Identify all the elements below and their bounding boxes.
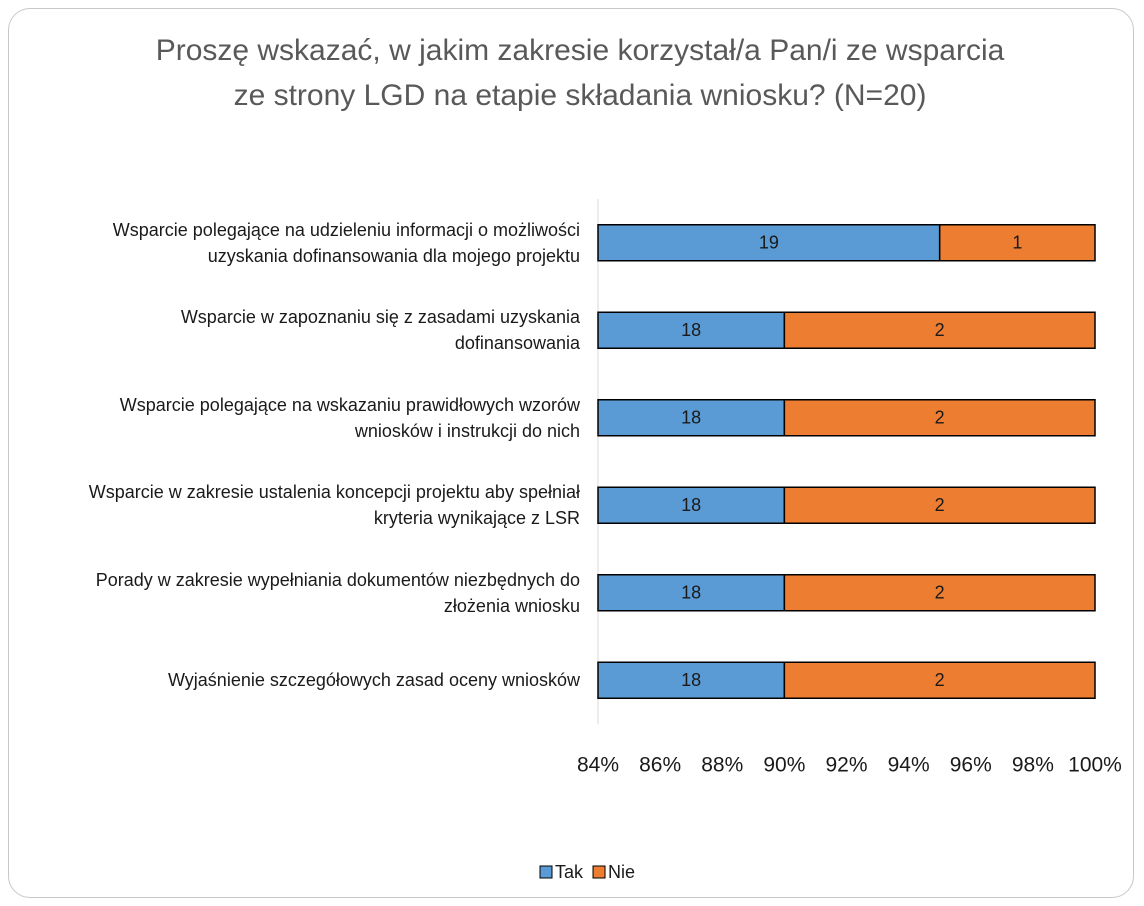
y-tick-label: Wsparcie w zapoznaniu się z zasadami uzy… xyxy=(180,307,580,354)
bar xyxy=(938,224,1096,262)
y-tick-label: Wsparcie polegające na wskazaniu prawidł… xyxy=(119,394,580,441)
legend-label: Nie xyxy=(608,862,635,882)
y-tick-label: Wsparcie w zakresie ustalenia koncepcji … xyxy=(88,482,580,529)
legend-label: Tak xyxy=(555,862,584,882)
bar xyxy=(597,486,786,524)
x-tick-label: 100% xyxy=(1068,754,1122,777)
x-tick-label: 92% xyxy=(825,754,867,777)
x-tick-label: 94% xyxy=(888,754,930,777)
legend-swatch xyxy=(592,865,606,879)
bar xyxy=(597,661,786,699)
bar xyxy=(597,399,786,437)
data-label: 18 xyxy=(681,670,701,690)
data-label: 2 xyxy=(935,670,945,690)
data-label: 2 xyxy=(935,320,945,340)
data-label: 18 xyxy=(681,583,701,603)
y-tick-label: Porady w zakresie wypełniania dokumentów… xyxy=(95,569,580,616)
bar xyxy=(597,574,786,612)
chart-title: Proszę wskazać, w jakim zakresie korzyst… xyxy=(155,34,1005,112)
y-tick-label: Wyjaśnienie szczegółowych zasad oceny wn… xyxy=(167,670,580,691)
x-tick-label: 84% xyxy=(577,754,619,777)
data-label: 18 xyxy=(681,495,701,515)
bar xyxy=(597,224,941,262)
x-tick-label: 86% xyxy=(639,754,681,777)
data-label: 18 xyxy=(681,320,701,340)
chart-frame xyxy=(8,8,1134,898)
x-tick-label: 88% xyxy=(701,754,743,777)
data-label: 1 xyxy=(1012,233,1022,253)
x-tick-label: 96% xyxy=(950,754,992,777)
bar xyxy=(783,399,1096,437)
bar xyxy=(597,311,786,349)
data-label: 2 xyxy=(935,583,945,603)
data-label: 2 xyxy=(935,495,945,515)
y-tick-label: Wsparcie polegające na udzieleniu inform… xyxy=(112,219,580,266)
x-tick-label: 90% xyxy=(763,754,805,777)
data-label: 18 xyxy=(681,408,701,428)
bar xyxy=(783,486,1096,524)
bar xyxy=(783,311,1096,349)
x-tick-label: 98% xyxy=(1012,754,1054,777)
legend-swatch xyxy=(539,865,553,879)
bar xyxy=(783,661,1096,699)
bar xyxy=(783,574,1096,612)
data-label: 2 xyxy=(935,408,945,428)
data-label: 19 xyxy=(759,233,779,253)
